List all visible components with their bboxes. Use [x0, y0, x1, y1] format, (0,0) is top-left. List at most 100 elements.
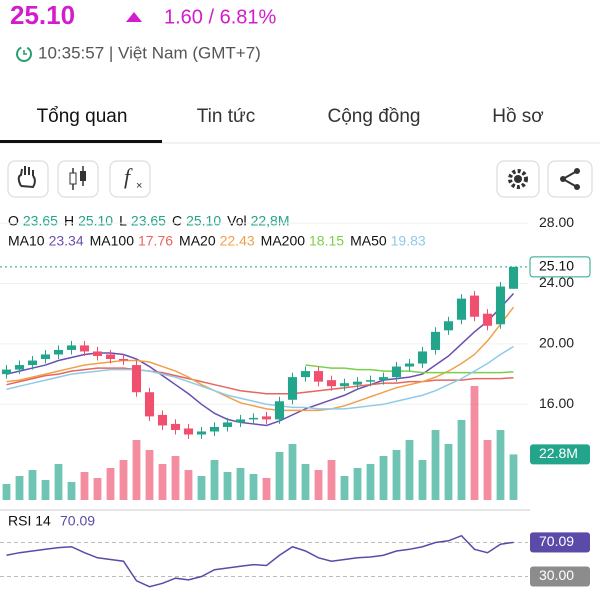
rsi-tag [530, 566, 590, 587]
up-arrow [126, 12, 142, 22]
rsi-label: RSI 14 [8, 513, 51, 529]
volume-bar [405, 440, 414, 500]
candle-body [144, 392, 155, 417]
rsi-value: 70.09 [60, 513, 95, 529]
volume-bar [106, 468, 115, 500]
candle-body [300, 371, 311, 378]
candle-body [235, 419, 246, 423]
function-button[interactable] [109, 160, 151, 198]
volume-tag [530, 444, 590, 465]
candle-body [131, 365, 142, 393]
volume-bar [15, 476, 24, 500]
legend-label: MA20 [179, 233, 216, 249]
legend-value: 22,8M [251, 213, 290, 229]
candle-body [27, 360, 38, 366]
legend-label: MA50 [350, 233, 387, 249]
change: 1.60 / 6.81% [164, 6, 277, 28]
legend-label: MA10 [8, 233, 45, 249]
fx-icon: f [124, 164, 133, 189]
volume-bar [197, 476, 206, 500]
volume-bar [119, 460, 128, 500]
share-icon [560, 176, 566, 182]
candle-body [326, 380, 337, 387]
legend-label: O [8, 213, 19, 229]
candle-body [391, 366, 402, 378]
volume-bar [496, 430, 505, 500]
legend-value: 23.34 [49, 233, 84, 249]
legend-value: 23.65 [131, 213, 166, 229]
candle-body [287, 377, 298, 400]
hand-button[interactable] [7, 160, 49, 198]
volume-bar [431, 430, 440, 500]
candle-body [339, 383, 350, 387]
candle-body [196, 431, 207, 435]
candle-body [170, 423, 181, 430]
volume-bar [418, 460, 427, 500]
price-tag [529, 256, 591, 278]
volume-tag-label: 22.8M [539, 445, 578, 461]
volume-bar [41, 480, 50, 500]
clock-icon [16, 46, 32, 62]
legend-value: 23.65 [23, 213, 58, 229]
candle-body [222, 422, 233, 427]
candle-body [248, 417, 259, 420]
volume-bar [444, 444, 453, 500]
volume-bar [262, 478, 271, 500]
legend-label: H [64, 213, 74, 229]
y-tick-label: 20.00 [539, 335, 574, 351]
share-button[interactable] [547, 160, 593, 198]
candle-body [105, 354, 116, 360]
tab[interactable]: Hồ sơ [492, 106, 544, 127]
volume-bar [470, 386, 479, 500]
volume-bar [28, 470, 37, 500]
volume-bar [301, 464, 310, 500]
volume-bar [392, 450, 401, 500]
candle-body [118, 359, 129, 361]
legend-label: MA200 [261, 233, 306, 249]
volume-bar [379, 456, 388, 500]
legend-label: Vol [227, 213, 246, 229]
rsi-line [6, 534, 514, 588]
share-icon [574, 168, 580, 174]
ma-line [6, 367, 514, 395]
volume-bar [327, 460, 336, 500]
ma-line [6, 345, 514, 410]
tab-underline [0, 140, 162, 143]
volume-bar [483, 440, 492, 500]
volume-bar [145, 450, 154, 500]
candle-body [508, 266, 519, 289]
volume-bar [80, 472, 89, 500]
volume-bar [2, 484, 11, 500]
volume-bar [288, 444, 297, 500]
candle-button[interactable] [57, 160, 99, 198]
volume-bar [509, 454, 518, 500]
legend-value: 22.43 [220, 233, 255, 249]
volume-bar [93, 478, 102, 500]
volume-bar [223, 472, 232, 500]
volume-bar [314, 470, 323, 500]
candle-body [404, 363, 415, 367]
gear-icon [508, 169, 528, 189]
candle-body [66, 345, 77, 350]
volume-bar [249, 474, 258, 500]
candle-body [92, 351, 103, 356]
legend-value: 19.83 [391, 233, 426, 249]
y-tick-label: 16.00 [539, 395, 574, 411]
tab[interactable]: Tin tức [197, 106, 255, 127]
price: 25.10 [10, 0, 75, 30]
volume-bar [275, 452, 284, 500]
candle-body [378, 377, 389, 381]
tab[interactable]: Tổng quan [37, 106, 128, 127]
candle-body [430, 331, 441, 350]
y-tick-label: 24.00 [539, 274, 574, 290]
clock-hand [23, 50, 27, 55]
legend-value: 17.76 [138, 233, 173, 249]
legend-value: 18.15 [309, 233, 344, 249]
volume-bar [158, 464, 167, 500]
legend-label: C [172, 213, 182, 229]
legend-value: 25.10 [78, 213, 113, 229]
volume-bar [171, 456, 180, 500]
tab[interactable]: Cộng đồng [328, 106, 421, 127]
